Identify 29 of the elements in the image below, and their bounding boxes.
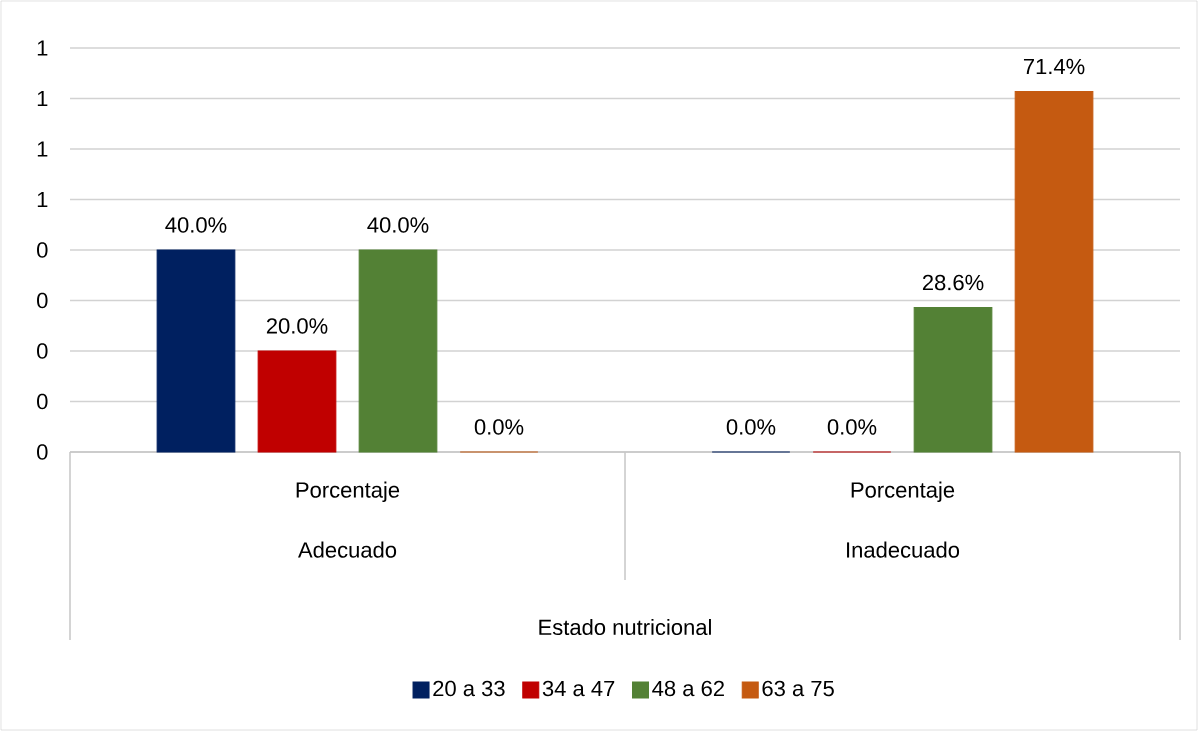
bar: [1014, 90, 1094, 453]
data-label: 20.0%: [266, 318, 328, 334]
data-label: 71.4%: [1023, 58, 1085, 75]
category-label: Porcentaje Adecuado: [296, 481, 400, 558]
legend-label: 20 a 33: [433, 680, 505, 697]
y-tick-label: 0: [37, 292, 48, 309]
bar: [257, 350, 337, 453]
legend-label: 48 a 62: [652, 680, 724, 697]
bar: [358, 249, 438, 453]
data-label: 40.0%: [165, 217, 227, 233]
text: Estado nutricional: [539, 618, 711, 636]
y-tick-label: 0: [37, 343, 48, 359]
y-tick-label: 1: [37, 40, 48, 56]
y-tick-label: 0: [37, 444, 48, 460]
y-tick-label: 0: [37, 242, 48, 258]
data-label: 0.0%: [726, 419, 776, 435]
data-label: 28.6%: [922, 274, 984, 291]
legend-label: 34 a 47: [542, 680, 615, 697]
legend-label: 63 a 75: [762, 680, 834, 697]
bar: [156, 249, 236, 453]
y-tick-label: 1: [37, 141, 48, 157]
category-label: Porcentaje Inadecuado: [847, 481, 960, 558]
y-tick-label: 1: [37, 191, 48, 208]
bar: [913, 307, 993, 453]
data-label: 0.0%: [474, 419, 524, 435]
data-label: 0.0%: [827, 419, 877, 435]
y-tick-label: 0: [37, 393, 48, 410]
data-label: 40.0%: [367, 217, 429, 233]
y-tick-label: 1: [37, 90, 48, 107]
